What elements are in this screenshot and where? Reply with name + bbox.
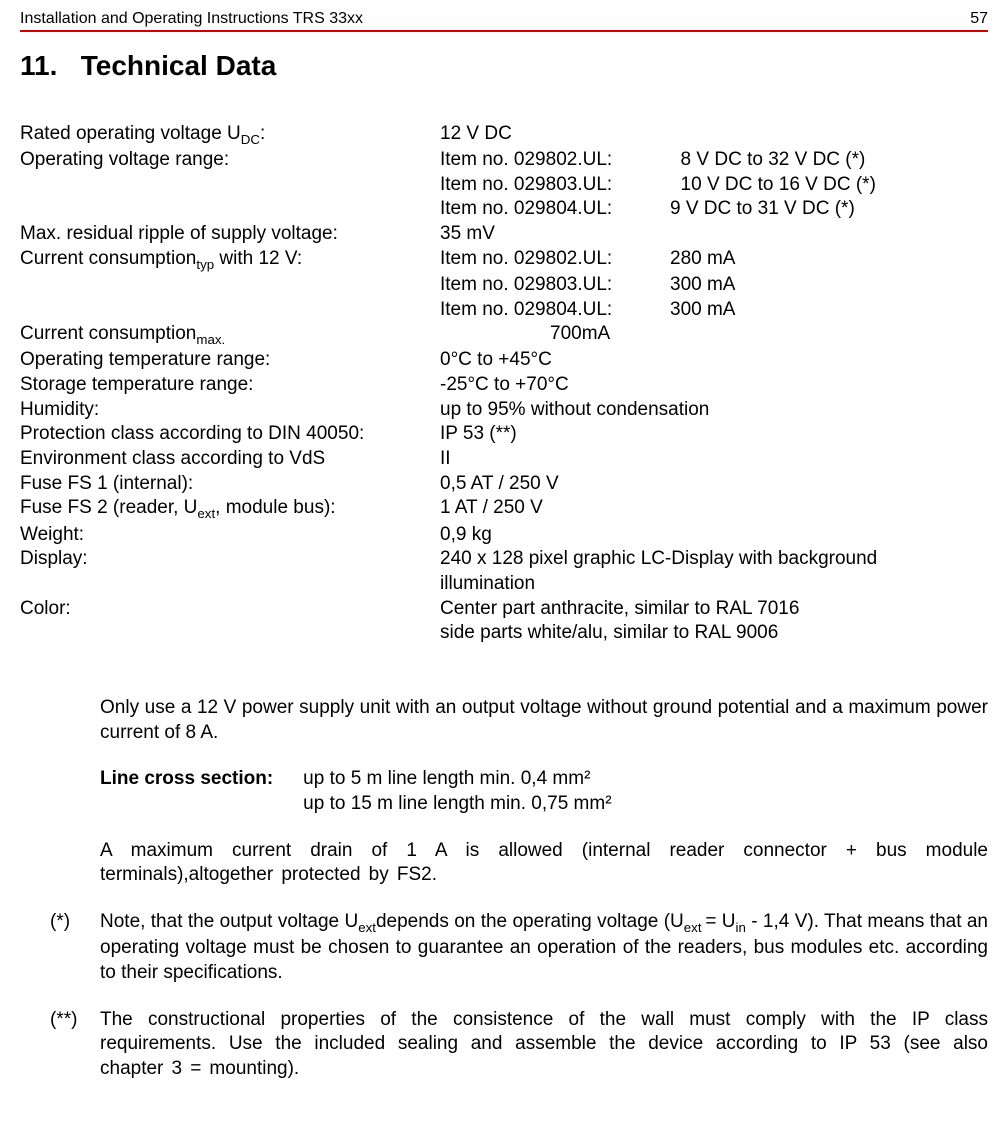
spec-label: Fuse FS 2 (reader, Uext, module bus): [20,496,440,522]
spec-value: 240 x 128 pixel graphic LC-Display with … [440,547,988,572]
spec-label: Max. residual ripple of supply voltage: [20,222,440,247]
section-heading: 11. Technical Data [20,50,988,82]
spec-label: Environment class according to VdS [20,447,440,472]
spec-value: 0,9 kg [440,523,988,548]
note-dstar-body: The constructional properties of the con… [100,1008,988,1082]
spec-label: Humidity: [20,398,440,423]
spec-row-fuse1: Fuse FS 1 (internal): 0,5 AT / 250 V [20,472,988,497]
note-psu: Only use a 12 V power supply unit with a… [100,696,988,745]
note-line-cross-section: Line cross section: up to 5 m line lengt… [100,767,988,816]
spec-value: 12 V DC [440,122,988,148]
notes-section: Only use a 12 V power supply unit with a… [20,696,988,1082]
note-dstar: (**) The constructional properties of th… [100,1008,988,1082]
spec-label: Operating temperature range: [20,348,440,373]
spec-row-humidity: Humidity: up to 95% without condensation [20,398,988,423]
section-number: 11. [20,50,57,81]
spec-label: Storage temperature range: [20,373,440,398]
note-star-body: Note, that the output voltage Uextdepend… [100,910,988,985]
spec-label: Operating voltage range: [20,148,440,173]
spec-row-storage-temp: Storage temperature range: -25°C to +70°… [20,373,988,398]
spec-row-op-range: Operating voltage range: Item no. 029802… [20,148,988,173]
spec-row-rated-voltage: Rated operating voltage UDC: 12 V DC [20,122,988,148]
note-drain: A maximum current drain of 1 A is allowe… [100,839,988,888]
document-page: Installation and Operating Instructions … [0,0,1008,1124]
spec-row-op-temp: Operating temperature range: 0°C to +45°… [20,348,988,373]
spec-value: Center part anthracite, similar to RAL 7… [440,597,988,622]
spec-row-color-2: side parts white/alu, similar to RAL 900… [20,621,988,646]
spec-row-display-2: illumination [20,572,988,597]
spec-label: Current consumptiontyp with 12 V: [20,247,440,273]
spec-label: Weight: [20,523,440,548]
spec-table: Rated operating voltage UDC: 12 V DC Ope… [20,122,988,646]
spec-value: Item no. 029802.UL: 8 V DC to 32 V DC (*… [440,148,988,173]
spec-value: -25°C to +70°C [440,373,988,398]
spec-row-op-range-2: Item no. 029803.UL: 10 V DC to 16 V DC (… [20,173,988,198]
spec-label: Rated operating voltage UDC: [20,122,440,148]
spec-value: 0,5 AT / 250 V [440,472,988,497]
page-number: 57 [970,10,988,28]
spec-row-weight: Weight: 0,9 kg [20,523,988,548]
spec-value: 0°C to +45°C [440,348,988,373]
spec-value: II [440,447,988,472]
doc-title: Installation and Operating Instructions … [20,10,363,28]
spec-value: IP 53 (**) [440,422,988,447]
note-star: (*) Note, that the output voltage Uextde… [100,910,988,985]
spec-value: up to 95% without condensation [440,398,988,423]
lcs-label: Line cross section: [100,768,273,789]
note-marker-dstar: (**) [50,1008,100,1082]
section-title-text: Technical Data [81,50,277,81]
spec-label: Color: [20,597,440,622]
spec-row-display: Display: 240 x 128 pixel graphic LC-Disp… [20,547,988,572]
lcs-line2: up to 15 m line length min. 0,75 mm² [303,792,988,817]
spec-row-env-class: Environment class according to VdS II [20,447,988,472]
page-header: Installation and Operating Instructions … [20,10,988,32]
spec-value: 1 AT / 250 V [440,496,988,522]
lcs-line1: up to 5 m line length min. 0,4 mm² [303,767,988,792]
spec-value: 700mA [440,322,988,348]
spec-row-fuse2: Fuse FS 2 (reader, Uext, module bus): 1 … [20,496,988,522]
spec-row-ripple: Max. residual ripple of supply voltage: … [20,222,988,247]
spec-row-protection: Protection class according to DIN 40050:… [20,422,988,447]
note-marker-star: (*) [50,910,100,985]
spec-label: Display: [20,547,440,572]
spec-row-op-range-3: Item no. 029804.UL:9 V DC to 31 V DC (*) [20,197,988,222]
spec-label: Protection class according to DIN 40050: [20,422,440,447]
spec-row-current-typ: Current consumptiontyp with 12 V: Item n… [20,247,988,273]
spec-value: 35 mV [440,222,988,247]
spec-label: Fuse FS 1 (internal): [20,472,440,497]
spec-label: Current consumptionmax. [20,322,440,348]
spec-row-current-typ-3: Item no. 029804.UL:300 mA [20,298,988,323]
spec-row-color: Color: Center part anthracite, similar t… [20,597,988,622]
spec-row-current-typ-2: Item no. 029803.UL:300 mA [20,273,988,298]
spec-row-current-max: Current consumptionmax. 700mA [20,322,988,348]
